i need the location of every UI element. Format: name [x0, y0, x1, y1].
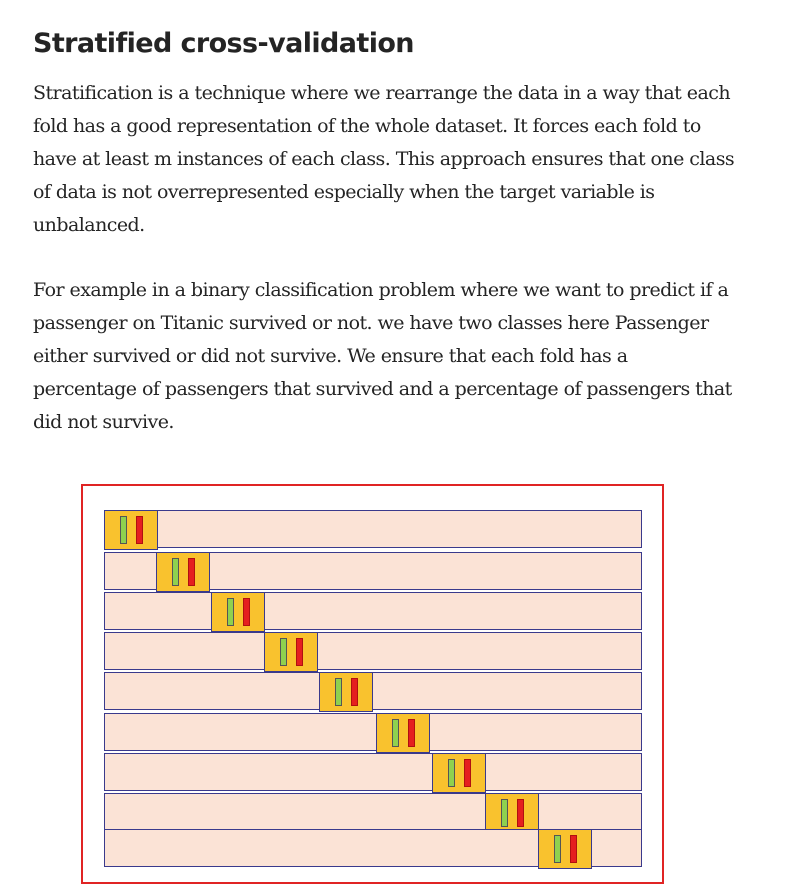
iteration-row [104, 672, 642, 712]
stratified-kfold-figure [81, 484, 664, 884]
class-survived-bar [335, 678, 342, 706]
paragraph-stratification: Stratification is a technique where we r… [33, 77, 735, 242]
paragraph-example: For example in a binary classification p… [33, 274, 732, 439]
test-fold [264, 632, 318, 672]
iteration-row [104, 632, 642, 672]
test-fold [104, 510, 158, 550]
class-not-survived-bar [351, 678, 358, 706]
class-survived-bar [172, 558, 179, 586]
class-not-survived-bar [243, 598, 250, 626]
class-not-survived-bar [517, 799, 524, 827]
test-fold [538, 829, 592, 869]
test-fold [432, 753, 486, 793]
test-fold [485, 793, 539, 833]
iteration-row [104, 510, 642, 550]
test-fold [156, 552, 210, 592]
class-survived-bar [448, 759, 455, 787]
class-survived-bar [280, 638, 287, 666]
paragraph-line: passenger on Titanic survived or not. we… [33, 312, 709, 334]
paragraph-line: For example in a binary classification p… [33, 279, 729, 301]
iteration-row [104, 552, 642, 592]
class-not-survived-bar [408, 719, 415, 747]
class-not-survived-bar [188, 558, 195, 586]
test-fold [211, 592, 265, 632]
paragraph-line: either survived or did not survive. We e… [33, 345, 628, 367]
class-survived-bar [392, 719, 399, 747]
paragraph-line: unbalanced. [33, 214, 145, 236]
paragraph-line: of data is not overrepresented especiall… [33, 181, 655, 203]
paragraph-line: fold has a good representation of the wh… [33, 115, 701, 137]
paragraph-line: percentage of passengers that survived a… [33, 378, 732, 400]
iteration-row [104, 793, 642, 833]
paragraph-line: have at least m instances of each class.… [33, 148, 735, 170]
paragraph-line: Stratification is a technique where we r… [33, 82, 731, 104]
class-survived-bar [227, 598, 234, 626]
iteration-row [104, 753, 642, 793]
iteration-row [104, 829, 642, 869]
class-not-survived-bar [136, 516, 143, 544]
class-not-survived-bar [464, 759, 471, 787]
paragraph-line: did not survive. [33, 411, 174, 433]
iteration-row [104, 592, 642, 632]
iteration-row [104, 713, 642, 753]
class-survived-bar [120, 516, 127, 544]
class-survived-bar [501, 799, 508, 827]
test-fold [319, 672, 373, 712]
section-heading: Stratified cross-validation [33, 28, 415, 59]
class-not-survived-bar [296, 638, 303, 666]
test-fold [376, 713, 430, 753]
